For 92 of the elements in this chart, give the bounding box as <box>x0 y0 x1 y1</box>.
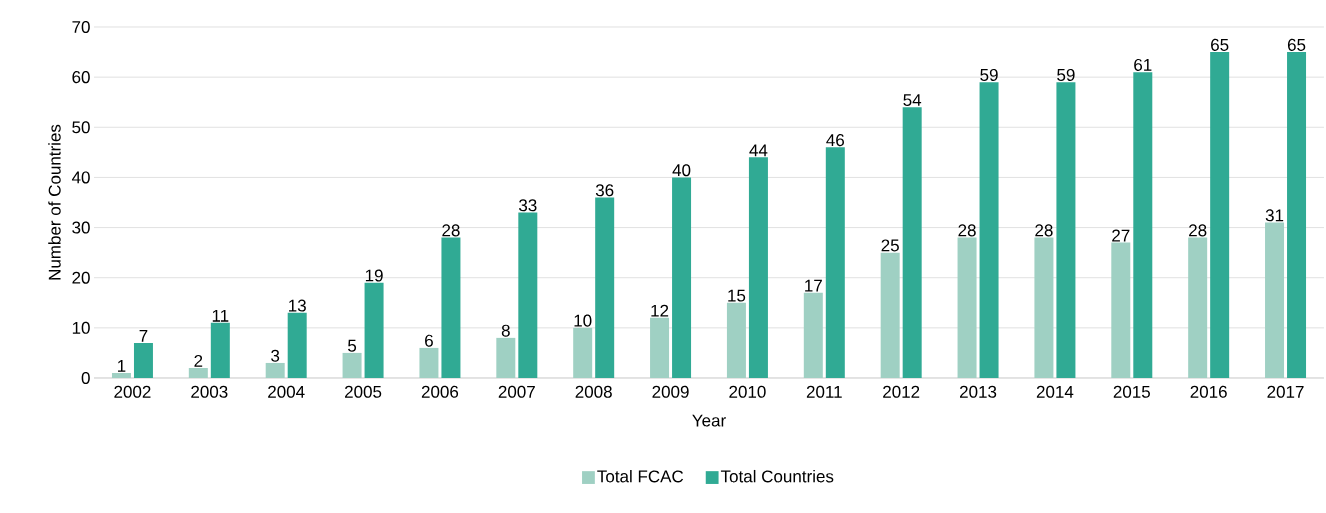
bar <box>979 82 999 378</box>
bar <box>287 312 307 378</box>
y-tick-label: 20 <box>72 271 90 284</box>
x-tick-label: 2003 <box>191 385 228 398</box>
y-tick-label: 10 <box>72 321 90 334</box>
data-label: 40 <box>672 164 691 177</box>
bar <box>1287 52 1307 378</box>
data-label: 46 <box>826 134 845 147</box>
data-label: 8 <box>501 324 510 337</box>
x-tick-label: 2013 <box>960 385 997 398</box>
data-label: 12 <box>651 304 669 317</box>
bar <box>133 342 153 378</box>
x-tick-label: 2017 <box>1267 385 1304 398</box>
data-label: 31 <box>1265 209 1284 222</box>
x-tick-label: 2016 <box>1190 385 1227 398</box>
bar <box>880 252 900 378</box>
x-tick-label: 2012 <box>883 385 920 398</box>
data-label: 54 <box>903 94 922 107</box>
y-axis-title: Number of Countries <box>48 124 61 280</box>
x-tick-label: 2005 <box>345 385 382 398</box>
y-tick-label: 60 <box>72 71 90 84</box>
bar <box>1056 82 1076 378</box>
y-tick-label: 70 <box>72 20 90 34</box>
data-label: 2 <box>194 354 203 367</box>
x-tick-label: 2011 <box>806 385 842 398</box>
data-label: 10 <box>574 314 592 327</box>
data-label: 17 <box>805 279 822 292</box>
data-label: 59 <box>980 68 998 81</box>
x-tick-label: 2002 <box>114 385 151 398</box>
x-tick-label: 2015 <box>1113 385 1150 398</box>
bar <box>364 282 384 378</box>
bar <box>672 177 692 378</box>
bar <box>419 347 439 378</box>
data-label: 65 <box>1287 38 1306 51</box>
data-label: 28 <box>1035 224 1053 237</box>
data-label: 19 <box>365 269 383 282</box>
data-label: 44 <box>749 144 768 157</box>
x-tick-label: 2009 <box>652 385 689 398</box>
data-label: 27 <box>1112 229 1130 242</box>
legend-label: Total Countries <box>720 469 834 483</box>
bar <box>1111 242 1131 378</box>
legend-label: Total FCAC <box>597 469 684 483</box>
bar <box>518 212 538 378</box>
y-tick-label: 40 <box>71 171 90 184</box>
data-label: 7 <box>139 329 148 342</box>
data-label: 65 <box>1211 38 1229 51</box>
data-label: 25 <box>881 239 899 252</box>
data-label: 36 <box>595 184 614 197</box>
bar <box>1188 237 1208 378</box>
data-label: 1 <box>118 360 126 372</box>
y-tick-label: 50 <box>72 121 90 134</box>
data-label: 28 <box>442 224 460 237</box>
bar <box>441 237 461 378</box>
bar <box>957 237 977 378</box>
data-label: 28 <box>958 224 976 237</box>
bar <box>1210 52 1230 378</box>
x-tick-label: 2014 <box>1036 385 1074 398</box>
data-label: 28 <box>1189 224 1207 237</box>
bar <box>265 362 285 378</box>
x-axis-title: Year <box>692 414 726 427</box>
bar <box>111 372 131 378</box>
bar <box>496 337 516 378</box>
bar <box>825 147 845 378</box>
data-label: 13 <box>289 299 306 312</box>
data-label: 6 <box>425 334 433 347</box>
bar <box>902 107 922 378</box>
x-tick-label: 2006 <box>421 385 459 398</box>
bar <box>726 302 746 378</box>
bar <box>1265 222 1285 378</box>
x-tick-label: 2008 <box>575 385 612 398</box>
bar <box>595 197 615 378</box>
bar <box>748 157 768 378</box>
data-label: 15 <box>728 289 746 302</box>
y-tick-label: 30 <box>72 221 90 234</box>
data-label: 33 <box>519 199 537 212</box>
bar <box>1034 237 1054 378</box>
y-tick-label: 0 <box>81 371 90 385</box>
x-tick-label: 2010 <box>729 385 766 398</box>
data-label: 59 <box>1057 68 1075 81</box>
data-label: 11 <box>212 309 229 322</box>
bar <box>803 292 823 378</box>
data-label: 61 <box>1134 58 1152 71</box>
bar <box>188 367 208 378</box>
data-label: 3 <box>271 349 280 362</box>
bar <box>1133 72 1153 378</box>
bar <box>342 352 362 378</box>
bar <box>573 327 593 378</box>
data-label: 5 <box>348 339 357 352</box>
x-tick-label: 2004 <box>268 385 305 398</box>
bar <box>650 317 670 378</box>
bar <box>210 322 230 378</box>
x-tick-label: 2007 <box>498 385 535 398</box>
